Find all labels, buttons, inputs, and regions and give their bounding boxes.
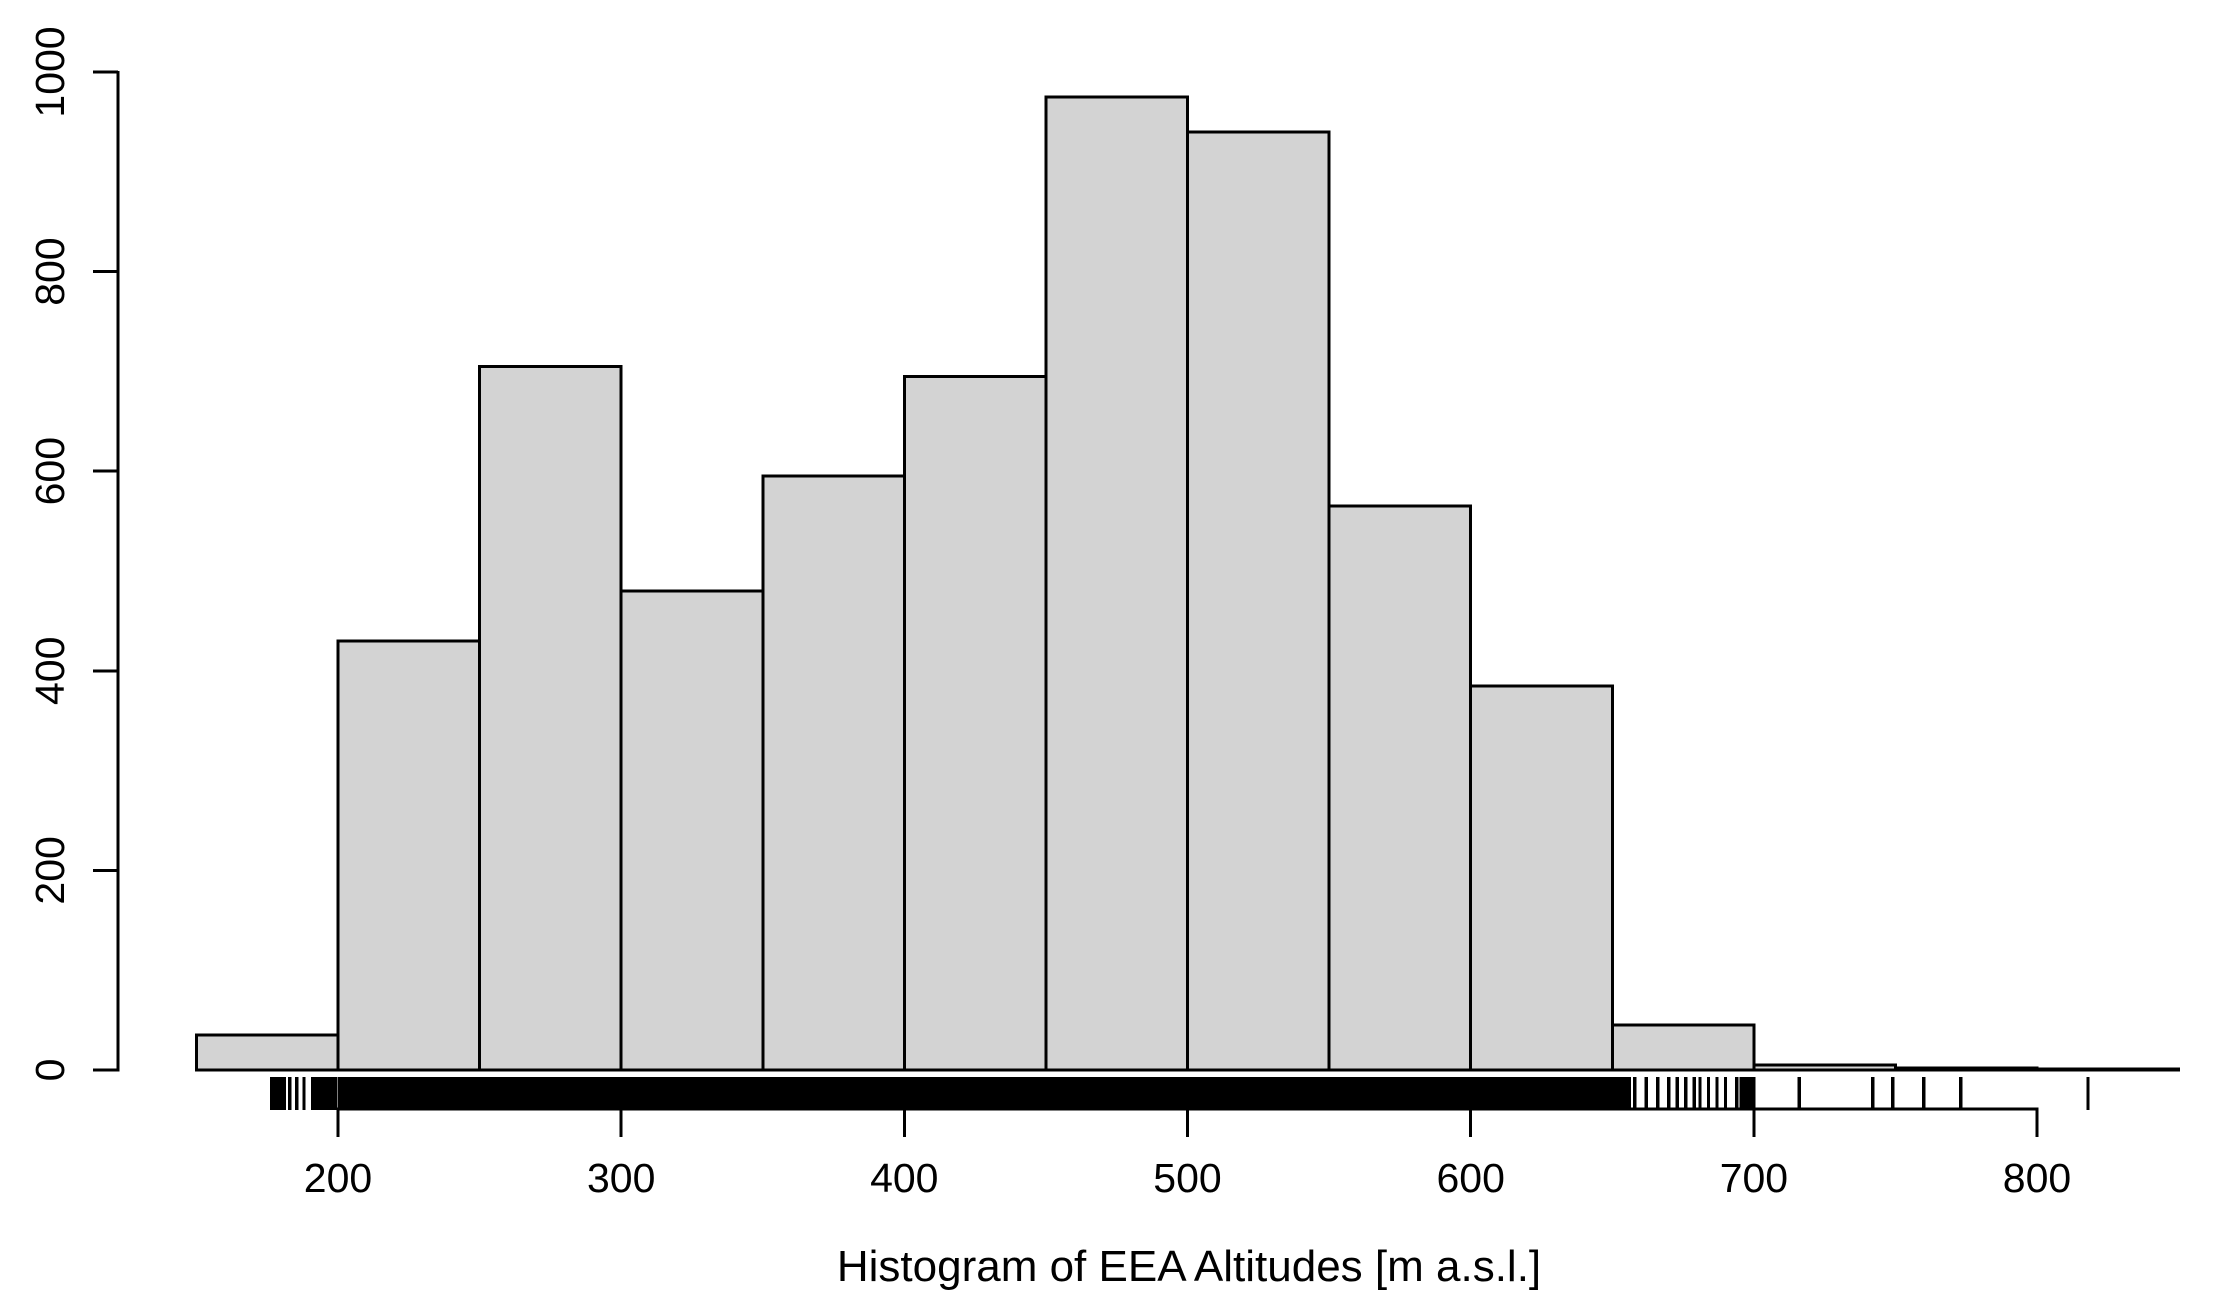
histogram-bar xyxy=(1186,130,1331,1072)
rug-tick xyxy=(2086,1077,2090,1110)
y-tick-label: 800 xyxy=(27,237,73,305)
rug-tick xyxy=(1698,1077,1702,1110)
histogram-bar xyxy=(1469,684,1614,1072)
histogram-bar xyxy=(902,374,1048,1072)
rug-dense-band xyxy=(337,1077,1631,1110)
x-tick-label: 600 xyxy=(1436,1155,1504,1201)
rug-dense-band xyxy=(1739,1077,1756,1110)
rug-tick xyxy=(1633,1077,1637,1110)
rug-tick xyxy=(302,1077,306,1110)
histogram-bar xyxy=(194,1033,340,1072)
y-tick-label: 0 xyxy=(27,1059,73,1082)
rug-tick xyxy=(1675,1077,1680,1110)
y-tick-label: 200 xyxy=(27,836,73,904)
bars-layer xyxy=(194,95,2181,1072)
rug-tick xyxy=(295,1077,299,1110)
rug-tick xyxy=(288,1077,292,1110)
histogram-bar xyxy=(1610,1023,1756,1072)
histogram-bar xyxy=(619,589,765,1072)
x-tick-label: 400 xyxy=(870,1155,938,1201)
x-tick-label: 800 xyxy=(2003,1155,2071,1201)
histogram-bar xyxy=(761,474,906,1072)
rug-dense-band xyxy=(269,1077,286,1110)
x-tick-label: 300 xyxy=(587,1155,655,1201)
histogram-bar xyxy=(478,364,623,1072)
plot-title: Histogram of EEA Altitudes [m a.s.l.] xyxy=(837,1242,1541,1291)
rug-tick xyxy=(1735,1077,1739,1110)
rug-tick xyxy=(1958,1077,1963,1110)
y-tick-label: 600 xyxy=(27,437,73,505)
rug-tick xyxy=(1723,1077,1728,1110)
rug-tick xyxy=(1797,1077,1801,1110)
x-tick-label: 500 xyxy=(1153,1155,1221,1201)
rug-tick xyxy=(1890,1077,1895,1110)
rug-tick xyxy=(1644,1077,1648,1110)
rug-plot xyxy=(269,1077,2090,1110)
histogram-bar xyxy=(1327,504,1473,1072)
rug-tick xyxy=(1684,1077,1688,1110)
y-tick-label: 400 xyxy=(27,637,73,705)
rug-tick xyxy=(1692,1077,1697,1110)
rug-tick xyxy=(1715,1077,1719,1110)
rug-tick xyxy=(1871,1077,1875,1110)
x-tick-label: 200 xyxy=(304,1155,372,1201)
histogram-bar xyxy=(336,639,482,1072)
y-tick-label: 1000 xyxy=(27,26,73,117)
x-tick-label: 700 xyxy=(1720,1155,1788,1201)
rug-tick xyxy=(1667,1077,1671,1110)
histogram-bar xyxy=(1044,95,1190,1072)
rug-tick xyxy=(1922,1077,1926,1110)
rug-tick xyxy=(1706,1077,1711,1110)
rug-dense-band xyxy=(310,1077,337,1110)
rug-tick xyxy=(1655,1077,1660,1110)
